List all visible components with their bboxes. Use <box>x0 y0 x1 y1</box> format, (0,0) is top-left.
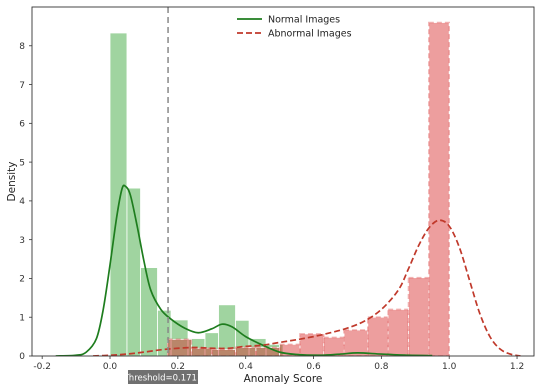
x-tick-label-1: 0.0 <box>103 362 118 372</box>
x-axis-label: Anomaly Score <box>244 373 323 385</box>
legend: Normal Images Abnormal Images <box>237 15 352 40</box>
abnormal-hist-bar-1 <box>191 347 213 356</box>
abnormal-hist-bar-3 <box>235 347 257 356</box>
threshold-badge: Threshold=0.1711 <box>123 370 203 384</box>
x-tick-label-0: -0.2 <box>33 362 51 372</box>
y-tick-label-7: 7 <box>19 81 25 91</box>
abnormal-hist-bar-outline-7 <box>322 336 345 356</box>
abnormal-hist-bar-11 <box>408 277 430 356</box>
y-tick-label-5: 5 <box>19 158 25 168</box>
threshold-badge-background <box>128 370 198 384</box>
abnormal-kde-line <box>93 219 521 356</box>
y-axis-label: Density <box>6 162 18 202</box>
x-tick-label-6: 1.0 <box>442 362 457 372</box>
x-tick-label-5: 0.8 <box>374 362 389 372</box>
x-tick-label-3: 0.4 <box>239 362 254 372</box>
normal-hist-bar-0 <box>109 32 128 356</box>
abnormal-hist-bar-9 <box>367 316 389 356</box>
normal-kde-line <box>55 184 433 356</box>
x-tick-label-4: 0.6 <box>306 362 321 372</box>
x-axis-ticks: -0.2 0.0 0.2 0.4 0.6 0.8 1.0 1.2 <box>33 356 524 372</box>
plot-area <box>55 7 521 356</box>
y-tick-label-0: 0 <box>19 352 25 362</box>
y-axis-ticks: 0 1 2 3 4 5 6 7 8 <box>19 42 32 362</box>
y-tick-label-8: 8 <box>19 42 25 52</box>
y-tick-label-4: 4 <box>19 197 25 207</box>
normal-hist-bar-2 <box>140 267 158 356</box>
y-tick-label-2: 2 <box>19 275 25 285</box>
normal-hist-bar-4 <box>170 319 189 356</box>
abnormal-hist-bar-2 <box>211 349 236 356</box>
abnormal-hist-bar-12 <box>428 22 450 356</box>
y-tick-label-1: 1 <box>19 313 25 323</box>
legend-normal-label: Normal Images <box>268 15 340 26</box>
legend-abnormal-label: Abnormal Images <box>268 29 352 40</box>
y-tick-label-6: 6 <box>19 120 25 130</box>
x-tick-label-7: 1.2 <box>510 362 524 372</box>
y-tick-label-3: 3 <box>19 236 25 246</box>
abnormal-hist-bar-outline-9 <box>366 316 389 356</box>
abnormal-hist-bar-10 <box>387 309 409 356</box>
threshold-badge-label: Threshold=0.1711 <box>123 374 203 384</box>
x-tick-label-2: 0.2 <box>171 362 185 372</box>
plot-frame <box>31 6 535 357</box>
